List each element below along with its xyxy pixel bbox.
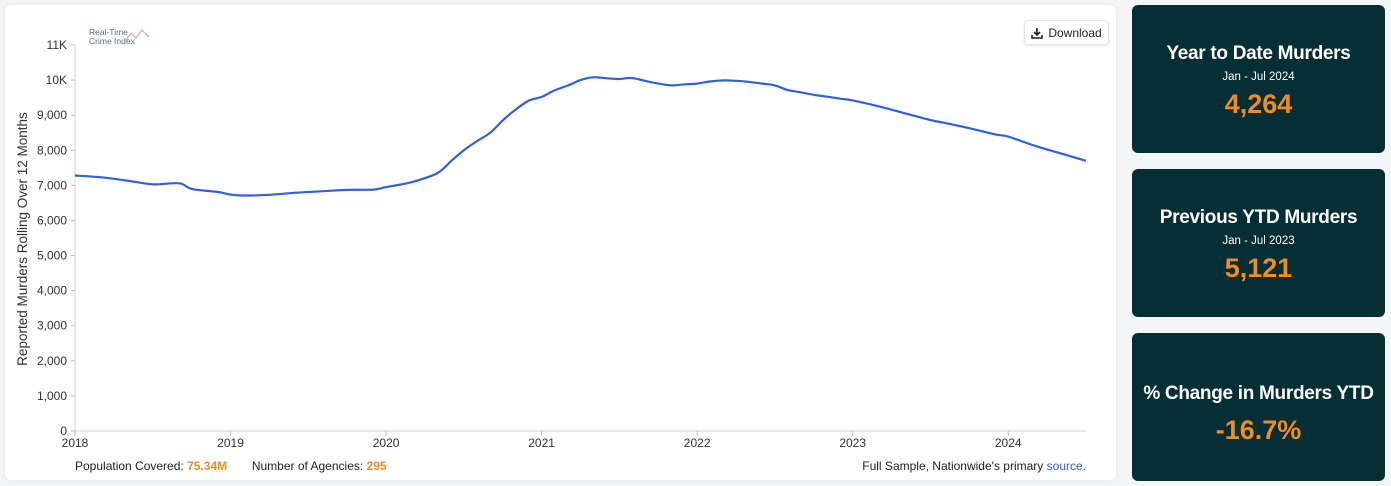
download-label: Download: [1048, 25, 1102, 40]
source-text: Full Sample, Nationwide's primary: [862, 459, 1044, 473]
agencies-value: 295: [366, 459, 387, 473]
stat-title: Year to Date Murders: [1166, 43, 1351, 64]
stat-period: Jan - Jul 2023: [1222, 235, 1295, 247]
percent-change-card: % Change in Murders YTD -16.7%: [1132, 333, 1385, 481]
stat-title: % Change in Murders YTD: [1143, 383, 1374, 404]
population-value: 75.34M: [187, 459, 228, 473]
download-button[interactable]: Download: [1024, 20, 1109, 45]
y-tick-label: 4,000: [37, 284, 67, 298]
y-tick-label: 7,000: [37, 178, 67, 192]
x-tick-label: 2019: [217, 436, 244, 450]
murders-series-line: [74, 76, 1087, 197]
y-tick-label: 8,000: [37, 143, 67, 157]
logo-line-1: Real-Time: [89, 27, 128, 37]
footer-coverage: Population Covered: 75.34M Number of Age…: [75, 459, 387, 473]
trend-line-icon: [125, 29, 150, 41]
agencies-label: Number of Agencies:: [251, 459, 364, 473]
y-tick-label: 1,000: [37, 389, 67, 403]
source-link[interactable]: source.: [1046, 459, 1086, 473]
x-tick-label: 2022: [684, 436, 711, 450]
footer-source: Full Sample, Nationwide's primary source…: [862, 459, 1086, 473]
y-axis-label: Reported Murders Rolling Over 12 Months: [15, 112, 30, 366]
stat-value: 5,121: [1224, 253, 1293, 283]
stat-value: -16.7%: [1215, 415, 1302, 445]
y-tick-label: 10K: [46, 73, 67, 87]
y-tick-label: 5,000: [37, 249, 67, 263]
population-label: Population Covered:: [75, 459, 184, 473]
x-tick-label: 2018: [62, 436, 89, 450]
y-tick-label: 2,000: [37, 354, 67, 368]
x-tick-label: 2020: [373, 436, 400, 450]
y-tick-label: 3,000: [37, 319, 67, 333]
stat-value: 4,264: [1224, 89, 1293, 119]
y-tick-label: 6,000: [37, 213, 67, 227]
x-axis: 2018 2019 2020 2021 2022 2023 2024: [62, 430, 1086, 450]
x-tick-label: 2024: [995, 436, 1022, 450]
chart-card: Real-Time Crime Index Download: [5, 5, 1116, 480]
y-axis: 0 1,000 2,000 3,000 4,000 5,000 6,000 7,000 8,00…: [37, 38, 76, 438]
logo-line-2: Crime Index: [89, 36, 135, 46]
x-tick-label: 2021: [528, 436, 555, 450]
real-time-crime-index-logo: Real-Time Crime Index: [89, 28, 159, 48]
y-tick-label: 0: [60, 424, 67, 438]
stat-period: Jan - Jul 2024: [1222, 71, 1295, 83]
ytd-murders-card: Year to Date Murders Jan - Jul 2024 4,26…: [1132, 5, 1385, 153]
previous-ytd-murders-card: Previous YTD Murders Jan - Jul 2023 5,12…: [1132, 169, 1385, 317]
series-layer: [74, 76, 1087, 197]
y-tick-label: 9,000: [37, 108, 67, 122]
line-chart: 0 1,000 2,000 3,000 4,000 5,000 6,000 7,000 8,00…: [15, 38, 1087, 450]
y-tick-label: 11K: [47, 38, 67, 52]
stat-title: Previous YTD Murders: [1159, 207, 1358, 228]
x-tick-label: 2023: [839, 436, 866, 450]
download-icon: [1031, 27, 1044, 39]
